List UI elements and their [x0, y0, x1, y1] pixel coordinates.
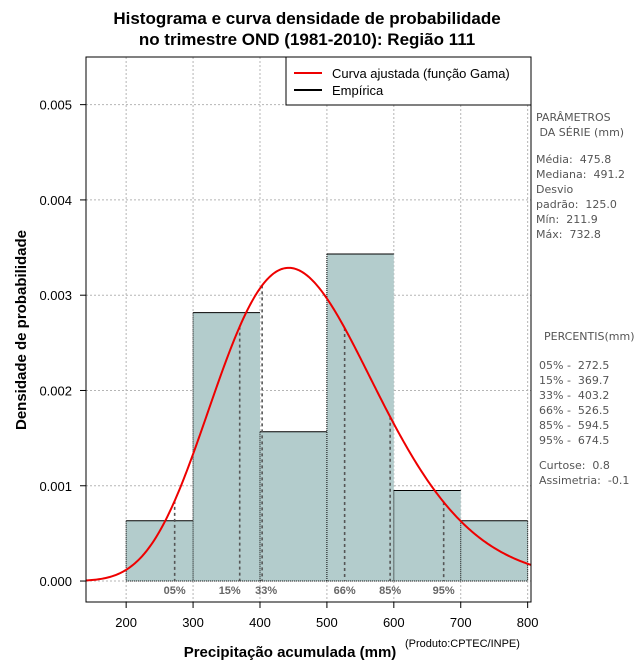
- percentile-labels: 05% 15% 33% 66% 85% 95%: [164, 585, 455, 597]
- x-tick-label: 800: [517, 615, 539, 630]
- y-tick-label: 0.004: [39, 193, 72, 208]
- y-axis-label: Densidade de probabilidade: [13, 230, 30, 430]
- percentile-label: 33%: [255, 585, 277, 597]
- y-tick-label: 0.002: [39, 383, 72, 398]
- histogram-bar: [326, 253, 394, 582]
- histogram-bar: [393, 490, 461, 582]
- percentile-label: 15%: [219, 585, 241, 597]
- percentiles-values: 05% - 272.5 15% - 369.7 33% - 403.2 66% …: [539, 359, 610, 447]
- x-tick-label: 400: [249, 615, 271, 630]
- chart-title-line-2: no trimestre OND (1981-2010): Região 111: [139, 30, 475, 49]
- percentile-lines: [173, 285, 445, 582]
- percentile-label: 85%: [379, 585, 401, 597]
- axes: 200 300 400 500 600 700 800 0.000 0.001 0.002 0.00…: [39, 98, 538, 630]
- percentile-label: 95%: [433, 585, 455, 597]
- y-tick-label: 0.000: [39, 574, 72, 589]
- legend-box: [285, 56, 532, 106]
- histogram-bar: [259, 431, 327, 582]
- product-credit: (Produto:CPTEC/INPE): [405, 638, 520, 650]
- percentile-label: 05%: [164, 585, 186, 597]
- percentiles-heading: PERCENTIS(mm): [544, 330, 635, 343]
- series-parameters-values: Média: 475.8 Mediana: 491.2 Desvio padrã…: [536, 153, 625, 241]
- shape-statistics: Curtose: 0.8 Assimetria: -0.1: [539, 459, 630, 487]
- gamma-fit-curve: [85, 266, 532, 582]
- histogram-bars: [125, 253, 529, 582]
- legend: Curva ajustada (função Gama) Empírica: [285, 56, 532, 106]
- series-parameters-heading: PARÂMETROS DA SÉRIE (mm): [536, 111, 625, 139]
- y-tick-label: 0.003: [39, 288, 72, 303]
- x-tick-label: 600: [383, 615, 405, 630]
- x-tick-label: 200: [115, 615, 137, 630]
- histogram-bar: [193, 312, 260, 582]
- percentile-label: 66%: [334, 585, 356, 597]
- x-axis-label: Precipitação acumulada (mm): [184, 644, 397, 660]
- y-tick-label: 0.001: [39, 479, 72, 494]
- x-tick-label: 300: [182, 615, 204, 630]
- x-tick-label: 700: [450, 615, 472, 630]
- y-tick-label: 0.005: [39, 98, 72, 113]
- legend-label-empirical: Empírica: [332, 83, 384, 98]
- legend-label-fit: Curva ajustada (função Gama): [332, 66, 510, 81]
- chart-title-line-1: Histograma e curva densidade de probabil…: [113, 9, 500, 28]
- x-tick-label: 500: [316, 615, 338, 630]
